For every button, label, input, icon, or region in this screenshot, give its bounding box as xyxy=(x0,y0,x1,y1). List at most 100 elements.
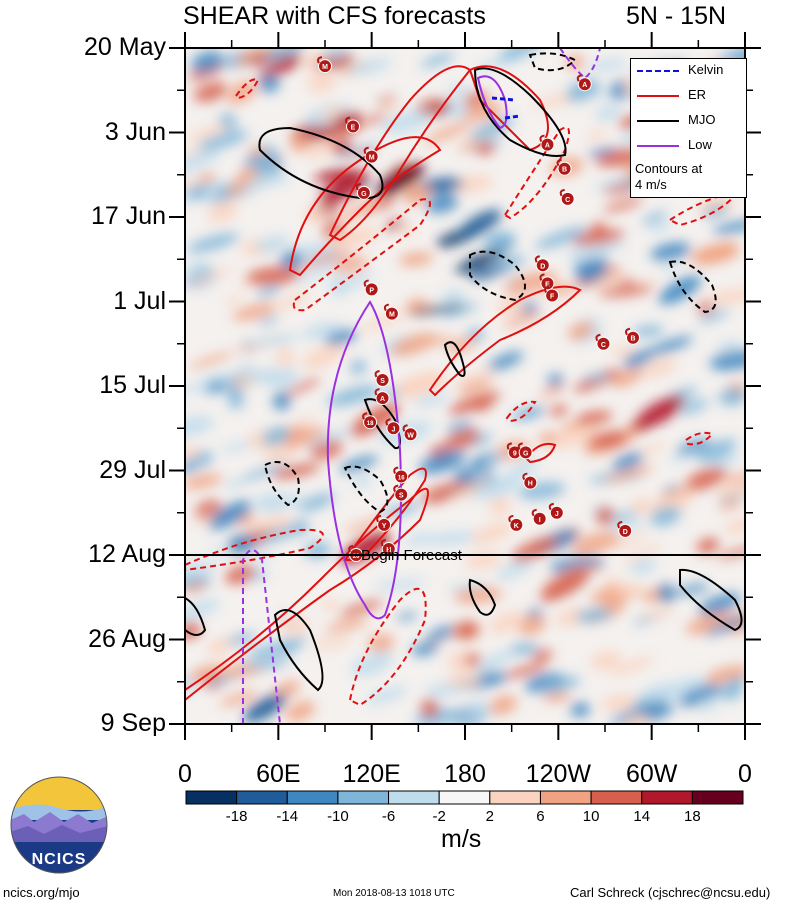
storm-marker-tail xyxy=(380,538,386,547)
colorbar-label: -18 xyxy=(225,808,248,825)
colorbar-label: 18 xyxy=(684,808,701,825)
storm-marker-icon xyxy=(375,372,390,387)
footer-url[interactable]: ncics.org/mjo xyxy=(3,885,80,900)
storm-marker-label: H xyxy=(386,547,391,554)
storm-marker: M xyxy=(317,56,332,74)
storm-marker-label: S xyxy=(380,378,385,385)
colorbar-label: 14 xyxy=(633,808,651,825)
legend-label-mjo: MJO xyxy=(688,112,716,127)
storm-marker-tail xyxy=(355,182,362,191)
colorbar-swatch xyxy=(388,790,440,805)
colorbar-label: -6 xyxy=(381,808,396,825)
storm-marker-label: 16 xyxy=(398,476,405,482)
mjo-contour xyxy=(528,52,577,72)
storm-marker-label: C xyxy=(601,342,606,349)
storm-marker-icon xyxy=(386,421,401,436)
er-contour xyxy=(524,442,557,464)
storm-marker-icon xyxy=(557,161,572,176)
y-tick-label: 26 Aug xyxy=(88,624,166,653)
y-tick-label: 17 Jun xyxy=(90,202,166,230)
storm-marker-tail xyxy=(348,545,354,553)
storm-marker-label: C xyxy=(565,197,570,204)
legend-swatch-kelvin xyxy=(637,70,679,72)
legend-item-mjo: MJO xyxy=(635,111,745,129)
colorbar-unit: m/s xyxy=(441,825,482,853)
storm-marker: D xyxy=(617,520,633,538)
er-contour xyxy=(468,65,549,152)
legend: Kelvin ER MJO Low Contours at 4 m/s xyxy=(630,58,747,198)
storm-marker-label: 20 xyxy=(353,554,360,560)
legend-item-kelvin: Kelvin xyxy=(635,61,745,79)
colorbar-label: 10 xyxy=(582,808,600,825)
storm-marker-tail xyxy=(317,56,323,64)
x-tick-label: 120E xyxy=(342,760,401,788)
low-contour xyxy=(242,549,281,724)
storm-marker-tail xyxy=(393,466,399,475)
storm-marker-label: K xyxy=(514,523,519,530)
legend-label-kelvin: Kelvin xyxy=(688,62,724,77)
storm-marker: C xyxy=(595,333,611,351)
storm-marker-tail xyxy=(539,134,545,143)
er-contour xyxy=(428,285,582,397)
storm-marker-icon xyxy=(535,258,550,273)
storm-marker-tail xyxy=(385,418,391,426)
colorbar-label: 2 xyxy=(485,808,494,825)
storm-marker-label: A xyxy=(582,82,587,89)
er-contour xyxy=(668,188,743,227)
storm-marker-label: W xyxy=(407,432,414,439)
storm-marker: D xyxy=(534,255,550,273)
er-contour xyxy=(505,400,537,423)
storm-marker-tail xyxy=(539,273,545,281)
storm-marker: A xyxy=(539,134,555,152)
legend-item-er: ER xyxy=(635,86,745,104)
storm-marker-label: G xyxy=(523,450,529,457)
storm-marker-icon xyxy=(363,415,378,430)
storm-marker: A xyxy=(576,74,592,92)
storm-marker-icon xyxy=(618,523,633,538)
storm-marker: J xyxy=(548,502,564,520)
storm-marker: W xyxy=(402,424,418,442)
storm-marker: J xyxy=(385,418,401,436)
kelvin-contour xyxy=(491,96,521,120)
storm-marker-label: A xyxy=(380,396,385,403)
storm-marker-tail xyxy=(576,74,582,82)
forecast-label: Begin Forecast xyxy=(361,547,462,564)
storm-marker-label: D xyxy=(540,263,545,270)
storm-marker-icon xyxy=(523,475,538,490)
legend-swatch-low xyxy=(637,145,679,147)
storm-marker: B xyxy=(556,158,572,176)
storm-marker-label: B xyxy=(562,167,567,174)
storm-marker: H xyxy=(380,538,396,556)
mjo-contour xyxy=(273,609,324,692)
storm-marker: 16 xyxy=(393,466,409,484)
y-tick-label: 12 Aug xyxy=(88,540,166,568)
mjo-contour xyxy=(343,465,389,514)
er-contour xyxy=(348,587,427,707)
colorbar-label: 6 xyxy=(536,808,545,825)
storm-marker-icon xyxy=(545,288,560,303)
storm-marker: B xyxy=(625,327,640,345)
legend-swatch-mjo xyxy=(637,120,679,122)
storm-marker-label: I xyxy=(539,517,541,524)
mjo-contour xyxy=(185,596,207,636)
storm-marker-tail xyxy=(531,508,537,517)
colorbar-swatch xyxy=(539,790,592,805)
storm-marker-tail xyxy=(376,514,382,523)
x-tick-label: 180 xyxy=(444,760,486,788)
legend-note: Contours at 4 m/s xyxy=(635,161,702,193)
er-contour xyxy=(292,198,431,312)
storm-marker-tail xyxy=(374,388,380,396)
ncics-logo[interactable]: NCICS xyxy=(10,776,108,874)
storm-marker-tail xyxy=(508,514,514,523)
x-tick-label: 0 xyxy=(738,760,752,788)
colorbar-swatch xyxy=(438,790,491,805)
storm-marker-label: D xyxy=(623,529,628,536)
storm-marker-label: F xyxy=(550,293,555,300)
storm-marker-tail xyxy=(362,412,368,420)
y-tick-label: 20 May xyxy=(84,33,166,61)
x-tick-label: 0 xyxy=(178,760,192,788)
storm-marker-icon xyxy=(540,276,555,291)
storm-marker-icon xyxy=(596,336,611,351)
low-contour xyxy=(476,75,508,130)
er-contour xyxy=(185,487,429,702)
